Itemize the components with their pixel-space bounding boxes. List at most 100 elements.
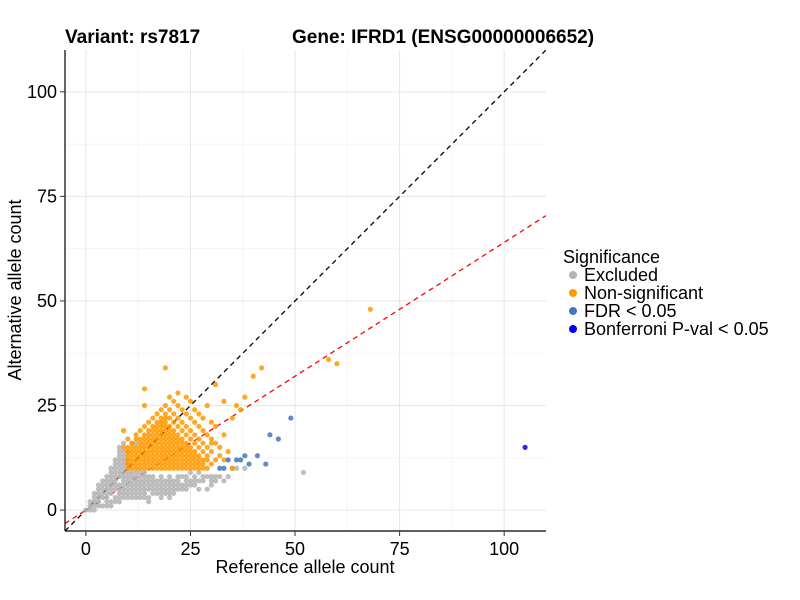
data-point: [141, 448, 148, 455]
data-point: [141, 440, 148, 446]
data-point: [192, 457, 198, 463]
axis-ticks: 0 25 50 75 100 0 25 50 75 100: [27, 82, 519, 559]
data-point: [137, 453, 143, 459]
data-point: [208, 478, 214, 484]
data-point: [162, 486, 168, 492]
data-point: [522, 444, 528, 450]
data-point: [179, 457, 185, 463]
data-point: [116, 486, 122, 492]
data-point: [112, 474, 118, 480]
data-point: [208, 474, 214, 480]
data-point: [108, 499, 114, 505]
data-point: [183, 461, 189, 467]
data-point: [141, 478, 148, 484]
data-point: [183, 474, 189, 480]
data-point: [133, 457, 139, 463]
data-point: [183, 486, 189, 492]
y-tick-label: 75: [37, 186, 57, 206]
data-point: [146, 494, 152, 501]
data-point: [150, 436, 156, 442]
data-point: [104, 478, 110, 484]
data-point: [104, 494, 110, 501]
data-point: [116, 461, 122, 467]
data-point: [367, 306, 373, 312]
chart-title-variant: Variant: rs7817: [65, 27, 200, 48]
data-point: [162, 436, 168, 442]
data-point: [154, 448, 160, 455]
data-point: [120, 482, 127, 488]
data-point: [217, 453, 223, 459]
data-point: [162, 428, 168, 434]
data-point: [150, 423, 156, 430]
legend-title: Significance: [563, 247, 660, 267]
data-point: [158, 407, 164, 413]
data-point: [204, 486, 210, 492]
data-point: [141, 494, 148, 501]
data-point: [187, 461, 194, 467]
data-point: [334, 361, 340, 367]
data-point: [91, 503, 97, 509]
data-point: [129, 461, 135, 467]
data-point: [133, 440, 139, 446]
data-point: [133, 474, 139, 480]
data-point: [158, 457, 164, 463]
data-point: [171, 448, 177, 455]
data-point: [158, 490, 164, 496]
data-point: [112, 499, 118, 505]
data-point: [171, 419, 177, 425]
data-point: [187, 428, 194, 434]
data-point: [233, 457, 240, 463]
data-point: [217, 465, 223, 471]
data-points: [83, 306, 528, 513]
data-point: [150, 490, 156, 496]
data-point: [150, 428, 156, 434]
data-point: [129, 444, 135, 450]
data-point: [104, 490, 110, 496]
data-point: [166, 490, 173, 496]
data-point: [162, 465, 168, 471]
data-point: [120, 448, 127, 455]
data-point: [183, 440, 189, 446]
data-point: [112, 486, 118, 492]
data-point: [133, 436, 139, 442]
data-point: [137, 486, 143, 492]
data-point: [125, 474, 131, 480]
data-point: [208, 419, 214, 425]
data-point: [116, 469, 122, 476]
data-point: [288, 415, 294, 421]
data-point: [129, 490, 135, 496]
data-point: [196, 411, 202, 417]
data-point: [171, 432, 177, 438]
data-point: [95, 486, 102, 492]
data-point: [150, 415, 156, 421]
data-point: [129, 465, 135, 471]
data-point: [133, 465, 139, 471]
y-tick-label: 100: [27, 82, 57, 102]
data-point: [171, 411, 177, 417]
data-point: [95, 499, 102, 505]
data-point: [154, 457, 160, 463]
data-point: [175, 448, 181, 455]
data-point: [137, 469, 143, 476]
data-point: [166, 428, 173, 434]
data-point: [166, 440, 173, 446]
data-point: [137, 482, 143, 488]
data-point: [120, 469, 127, 476]
data-point: [141, 402, 148, 409]
data-point: [192, 407, 198, 413]
data-point: [112, 465, 118, 471]
data-point: [208, 448, 214, 455]
data-point: [146, 440, 152, 446]
data-point: [137, 461, 143, 467]
data-point: [129, 469, 135, 476]
data-point: [200, 415, 206, 421]
data-point: [150, 440, 156, 446]
data-point: [175, 474, 181, 480]
data-point: [158, 474, 164, 480]
data-point: [204, 432, 210, 438]
data-point: [120, 486, 127, 492]
data-point: [150, 448, 156, 455]
data-point: [150, 478, 156, 484]
data-point: [183, 482, 189, 488]
data-point: [108, 474, 114, 480]
